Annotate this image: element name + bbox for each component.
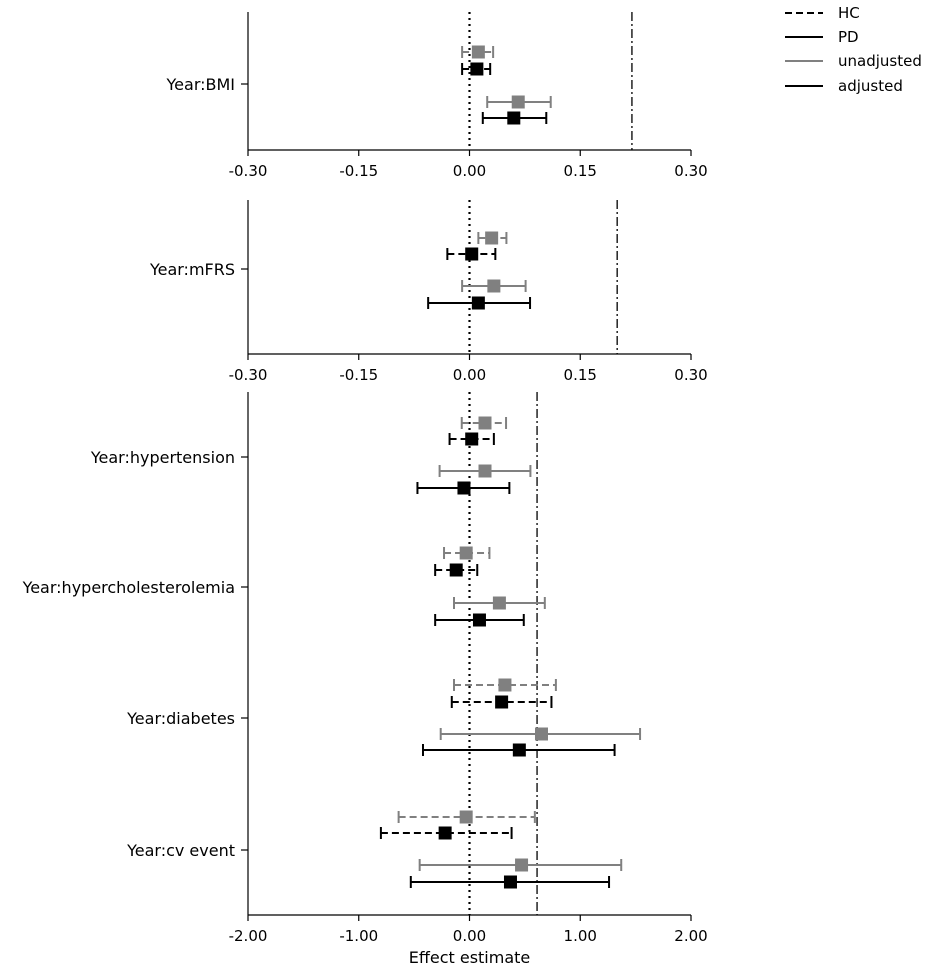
point-estimate-marker [504, 876, 517, 889]
x-tick-label: -0.15 [339, 162, 378, 180]
point-estimate-marker [457, 482, 470, 495]
row-label: Year:cv event [126, 841, 235, 860]
legend-entry-unadjusted: unadjusted [785, 52, 922, 70]
row-year-bmi: Year:BMI [166, 46, 551, 125]
point-estimate-marker [439, 827, 452, 840]
point-estimate-marker [465, 248, 478, 261]
point-estimate-marker [495, 696, 508, 709]
point-estimate-marker [460, 811, 473, 824]
point-estimate-marker [473, 614, 486, 627]
point-estimate-marker [512, 96, 525, 109]
point-estimate-marker [479, 465, 492, 478]
row-label: Year:hypertension [90, 448, 235, 467]
estimate-pd-adjusted [411, 876, 609, 889]
point-estimate-marker [472, 297, 485, 310]
legend-label: PD [838, 28, 859, 46]
estimate-hc-unadjusted [462, 46, 493, 59]
point-estimate-marker [535, 728, 548, 741]
point-estimate-marker [465, 433, 478, 446]
x-tick-label: -0.30 [229, 162, 268, 180]
legend-label: unadjusted [838, 52, 922, 70]
point-estimate-marker [485, 232, 498, 245]
point-estimate-marker [498, 679, 511, 692]
forest-plot-figure: -0.30 -0.15 0.00 0.15 0.30 Year:BMI -0.30 -0.15… [0, 0, 935, 968]
estimate-pd-adjusted [423, 744, 615, 757]
row-label: Year:hypercholesterolemia [22, 578, 235, 597]
legend-label: HC [838, 4, 860, 22]
estimate-pd-adjusted [435, 614, 524, 627]
estimate-pd-unadjusted [420, 859, 622, 872]
estimate-pd-unadjusted [440, 465, 531, 478]
estimate-hc-unadjusted [399, 811, 535, 824]
panel-middle: -0.30 -0.15 0.00 0.15 0.30 Year:mFRS [149, 200, 708, 384]
x-tick-label: -2.00 [229, 927, 268, 945]
estimate-pd-adjusted [483, 112, 546, 125]
legend-entry-pd: PD [785, 28, 859, 46]
row-label: Year:diabetes [126, 709, 235, 728]
point-estimate-marker [450, 564, 463, 577]
point-estimate-marker [493, 597, 506, 610]
panel-bottom: -2.00 -1.00 0.00 1.00 2.00 Effect estimate Yea… [22, 392, 708, 967]
estimate-hc-adjusted [447, 248, 495, 261]
x-tick-label: -0.15 [339, 366, 378, 384]
forest-plot-panels: -0.30 -0.15 0.00 0.15 0.30 Year:BMI -0.30 -0.15… [22, 12, 708, 967]
point-estimate-marker [479, 417, 492, 430]
point-estimate-marker [460, 547, 473, 560]
point-estimate-marker [470, 63, 483, 76]
estimate-pd-unadjusted [487, 96, 550, 109]
point-estimate-marker [515, 859, 528, 872]
estimate-hc-unadjusted [444, 547, 489, 560]
legend: HC PD unadjusted adjusted [785, 4, 922, 95]
row-year-hypertension: Year:hypertension [90, 417, 531, 495]
estimate-hc-unadjusted [478, 232, 506, 245]
x-tick-label: 0.00 [453, 366, 486, 384]
x-tick-label: 0.00 [453, 162, 486, 180]
estimate-pd-adjusted [417, 482, 509, 495]
row-year-hypercholesterolemia: Year:hypercholesterolemia [22, 547, 545, 627]
estimate-hc-adjusted [435, 564, 477, 577]
estimate-hc-adjusted [450, 433, 494, 446]
estimate-hc-adjusted [462, 63, 490, 76]
point-estimate-marker [472, 46, 485, 59]
x-tick-label: 1.00 [564, 927, 597, 945]
legend-entry-hc: HC [785, 4, 860, 22]
legend-entry-adjusted: adjusted [785, 77, 903, 95]
point-estimate-marker [507, 112, 520, 125]
estimate-pd-adjusted [428, 297, 530, 310]
estimate-hc-adjusted [381, 827, 512, 840]
x-tick-label: 0.30 [674, 162, 707, 180]
row-year-cv-event: Year:cv event [126, 811, 621, 889]
x-tick-label: 0.15 [564, 366, 597, 384]
estimate-pd-unadjusted [462, 280, 525, 293]
x-tick-label: -0.30 [229, 366, 268, 384]
row-year-diabetes: Year:diabetes [126, 679, 640, 757]
x-tick-label: 0.30 [674, 366, 707, 384]
estimate-hc-unadjusted [462, 417, 506, 430]
panel-top: -0.30 -0.15 0.00 0.15 0.30 Year:BMI [166, 12, 708, 180]
row-year-mfrs: Year:mFRS [149, 232, 530, 310]
x-tick-label: 0.15 [564, 162, 597, 180]
point-estimate-marker [513, 744, 526, 757]
estimate-pd-unadjusted [454, 597, 545, 610]
point-estimate-marker [487, 280, 500, 293]
x-tick-label: -1.00 [339, 927, 378, 945]
row-label: Year:BMI [166, 75, 235, 94]
estimate-pd-unadjusted [441, 728, 640, 741]
x-tick-label: 2.00 [674, 927, 707, 945]
x-tick-label: 0.00 [453, 927, 486, 945]
x-axis-title: Effect estimate [409, 948, 531, 967]
row-label: Year:mFRS [149, 260, 235, 279]
legend-label: adjusted [838, 77, 903, 95]
